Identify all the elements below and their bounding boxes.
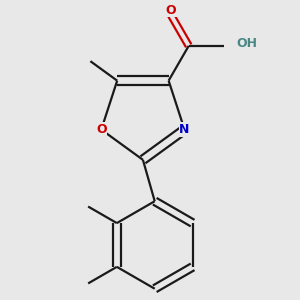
Text: O: O (96, 123, 106, 136)
Text: OH: OH (236, 37, 257, 50)
Text: N: N (179, 123, 190, 136)
Text: O: O (166, 4, 176, 17)
